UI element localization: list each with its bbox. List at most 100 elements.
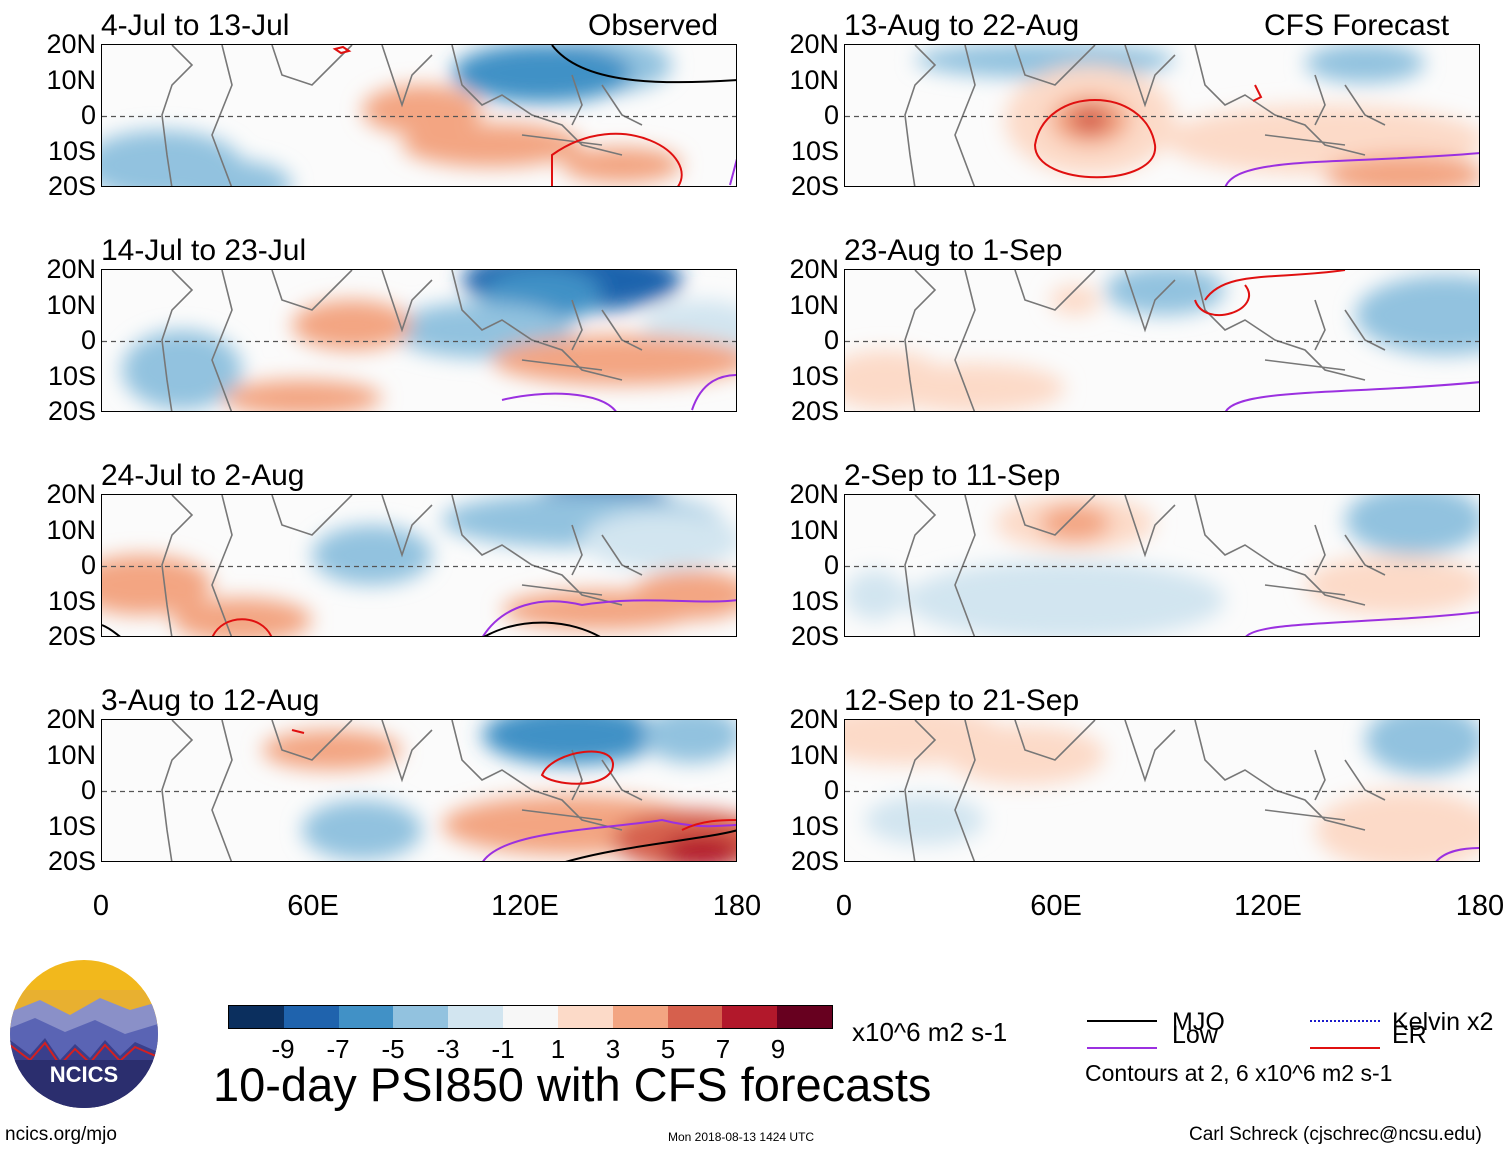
y-tick-label: 10N: [46, 64, 96, 95]
psi-anomaly: [1355, 275, 1479, 355]
psi-anomaly: [1305, 555, 1479, 615]
x-tick-label: 60E: [1030, 890, 1082, 922]
wave-contour: [551, 45, 736, 84]
y-tick-label: 0: [823, 550, 839, 580]
y-tick-label: 20N: [46, 254, 96, 284]
site-link[interactable]: ncics.org/mjo: [5, 1124, 117, 1145]
psi-anomaly: [662, 836, 736, 861]
colorbar-swatch: [557, 1006, 613, 1028]
legend-kelvin-label: Kelvin x2: [1392, 1008, 1494, 1036]
y-tick-label: 20S: [790, 171, 839, 201]
psi-anomaly: [1325, 155, 1479, 186]
y-tick-label: 0: [80, 550, 96, 580]
psi-anomaly: [302, 800, 422, 860]
psi-anomaly: [102, 555, 212, 615]
wave-contour: [551, 133, 683, 186]
wave-contour: [1252, 84, 1263, 102]
panel-title-obs4: 3-Aug to 12-Aug: [101, 684, 320, 717]
y-tick-label: 10N: [789, 289, 839, 320]
wave-contour: [483, 621, 601, 636]
y-tick-label: 10S: [790, 360, 839, 391]
psi-anomaly: [632, 570, 736, 620]
panel-obs4: [101, 719, 737, 862]
psi-anomaly: [865, 795, 985, 845]
y-tick-label: 10S: [47, 810, 96, 841]
x-tick-label: 60E: [287, 890, 339, 922]
wave-contour: [1245, 611, 1479, 636]
y-tick-label: 10S: [47, 585, 96, 616]
y-tick-label: 10N: [789, 739, 839, 770]
colorbar-swatch: [503, 1006, 558, 1028]
psi-anomaly: [582, 510, 736, 570]
wave-contour: [565, 829, 736, 861]
psi-anomaly: [885, 363, 1065, 411]
y-tick-label: 20S: [790, 846, 839, 876]
x-tick-label: 120E: [491, 890, 559, 922]
psi-anomaly: [1315, 790, 1479, 861]
psi-anomaly: [1365, 720, 1479, 775]
y-tick-label: 0: [823, 775, 839, 805]
y-tick-label: 0: [80, 775, 96, 805]
colorbar-tick-label: -9: [271, 1034, 295, 1064]
coastline: [904, 45, 1386, 186]
psi-anomaly: [1345, 495, 1479, 555]
panel-fc1: [844, 44, 1480, 187]
psi-anomaly: [362, 85, 482, 135]
colorbar-tick-label: 5: [660, 1034, 676, 1064]
psi-anomaly: [1105, 270, 1225, 315]
y-tick-label: 10N: [789, 64, 839, 95]
colorbar-swatch: [722, 1006, 778, 1028]
psi-anomaly: [312, 525, 432, 585]
colorbar-tick-label: 3: [605, 1034, 621, 1064]
psi-anomaly: [915, 45, 1175, 78]
y-tick-label: 10S: [47, 135, 96, 166]
y-tick-label: 10N: [46, 514, 96, 545]
x-tick-label: 120E: [1234, 890, 1302, 922]
y-tick-label: 10N: [46, 739, 96, 770]
psi-anomaly: [172, 160, 292, 186]
y-tick-label: 20S: [790, 396, 839, 426]
legend-er-label: ER: [1392, 1021, 1427, 1049]
colorbar-tick-label: 1: [550, 1034, 566, 1064]
colorbar-swatch: [777, 1006, 832, 1028]
y-tick-label: 0: [823, 325, 839, 355]
psi-anomaly: [905, 560, 1225, 636]
wave-contour: [1224, 152, 1479, 186]
psi-anomaly: [1070, 106, 1110, 134]
y-tick-label: 20N: [789, 704, 839, 734]
y-tick-label: 0: [80, 100, 96, 130]
wave-contour: [540, 750, 614, 785]
colorbar-swatch: [229, 1006, 284, 1028]
panel-fc3: [844, 494, 1480, 637]
coastline: [904, 720, 1386, 861]
coastline: [161, 270, 643, 411]
panel-title-fc2: 23-Aug to 1-Sep: [844, 234, 1063, 267]
wave-contour: [1204, 270, 1346, 301]
y-tick-label: 0: [823, 100, 839, 130]
logo-text: NCICS: [50, 1062, 118, 1087]
wave-contour: [729, 158, 736, 186]
colorbar-tick-label: 7: [715, 1034, 731, 1064]
observed-label: Observed: [588, 9, 719, 42]
panel-obs1: [101, 44, 737, 187]
legend-low-label: Low: [1172, 1021, 1218, 1049]
wave-contour: [482, 599, 736, 636]
coastline: [161, 495, 643, 636]
psi-anomaly: [262, 730, 402, 770]
y-tick-label: 20S: [47, 621, 96, 651]
wave-contour: [482, 818, 736, 861]
x-tick-label: 180: [712, 890, 762, 922]
y-tick-label: 20N: [789, 254, 839, 284]
psi-anomaly: [1040, 505, 1110, 541]
er-line-swatch: [1310, 1047, 1380, 1049]
y-tick-label: 20S: [47, 846, 96, 876]
colorbar-swatch: [393, 1006, 449, 1028]
mjo-line-swatch: [1087, 1020, 1157, 1022]
wave-contour: [691, 374, 736, 411]
legend-mjo-label: MJO: [1172, 1008, 1225, 1036]
y-tick-label: 10N: [46, 289, 96, 320]
y-tick-label: 10S: [790, 135, 839, 166]
y-tick-label: 20N: [46, 704, 96, 734]
psi-anomaly: [1050, 285, 1100, 315]
y-tick-label: 20S: [47, 396, 96, 426]
